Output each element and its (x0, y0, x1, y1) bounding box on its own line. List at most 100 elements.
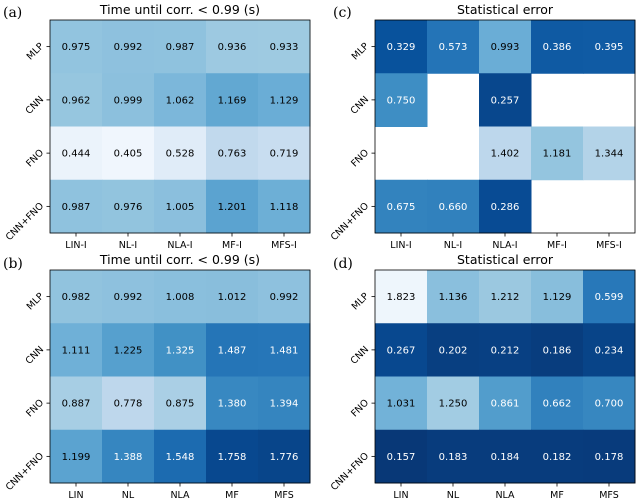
y-tick-label: MLP (350, 291, 372, 313)
heatmap-cell (154, 270, 207, 324)
heatmap-cell (427, 270, 480, 324)
heatmap-panel-3: (d) Statistical error 1.823 1.136 1.212 1.129… (329, 252, 636, 500)
heatmap-cell (206, 270, 259, 324)
cell-value-label: 0.184 (491, 452, 520, 463)
heatmap-cell (427, 323, 480, 377)
cell-value-label: 0.599 (595, 292, 624, 303)
cell-value-label: 0.329 (387, 42, 416, 53)
heatmap-cell (479, 179, 532, 234)
cell-value-label: 1.111 (62, 345, 91, 356)
x-tick-label: MFS-I (271, 240, 297, 251)
heatmap-cell (375, 73, 428, 127)
cell-value-label: 1.136 (439, 292, 468, 303)
x-tick-label: LIN (393, 490, 408, 500)
cell-value-label: 0.178 (595, 452, 624, 463)
heatmap-cell (102, 20, 155, 74)
heatmap-cell (102, 179, 155, 234)
x-tick-label: NLA-I (167, 240, 192, 251)
cell-value-label: 0.267 (387, 345, 416, 356)
cell-value-label: 0.186 (543, 345, 572, 356)
cell-value-label: 0.395 (595, 42, 624, 53)
heatmap-cell (583, 323, 636, 377)
heatmap-cell (583, 20, 636, 74)
heatmap-cell (206, 323, 259, 377)
heatmap-cell (583, 126, 636, 181)
cell-value-label: 0.202 (439, 345, 468, 356)
heatmap-cell (102, 126, 155, 181)
cell-value-label: 0.700 (595, 399, 624, 410)
x-tick-label: NL (122, 490, 135, 500)
cell-value-label: 1.548 (166, 452, 195, 463)
cell-value-label: 0.962 (62, 95, 91, 106)
heatmap-cell (258, 73, 311, 127)
y-tick-label: FNO (24, 147, 46, 169)
y-tick-label: FNO (349, 147, 371, 169)
panel-title: Time until corr. < 0.99 (s) (99, 252, 260, 267)
y-tick-label: MLP (25, 291, 47, 313)
y-tick-label: CNN (24, 344, 47, 367)
heatmap-cell (50, 179, 103, 234)
cell-value-label: 1.201 (218, 202, 247, 213)
heatmap-cell (154, 376, 207, 431)
cell-value-label: 0.976 (114, 202, 143, 213)
cell-value-label: 1.325 (166, 345, 195, 356)
cell-value-label: 0.386 (543, 42, 572, 53)
cell-value-label: 1.199 (62, 452, 91, 463)
x-tick-label: NLA (495, 490, 515, 500)
panel-title: Time until corr. < 0.99 (s) (99, 2, 260, 17)
cell-value-label: 0.933 (270, 42, 299, 53)
x-tick-label: LIN-I (65, 240, 86, 251)
y-tick-label: FNO (24, 397, 46, 419)
heatmap-cell (531, 376, 584, 431)
panel-letter: (b) (3, 256, 23, 272)
heatmap-cell (531, 20, 584, 74)
x-tick-label: MF-I (222, 240, 242, 251)
heatmap-cell (102, 323, 155, 377)
y-tick-label: CNN+FNO (329, 451, 371, 493)
heatmap-cell (50, 73, 103, 127)
x-tick-label: NLA-I (492, 240, 517, 251)
panel-letter: (c) (333, 5, 352, 21)
x-tick-label: LIN-I (390, 240, 411, 251)
heatmap-cell (50, 323, 103, 377)
cell-value-label: 1.758 (218, 452, 247, 463)
cell-value-label: 1.169 (218, 95, 247, 106)
cell-value-label: 1.012 (218, 292, 247, 303)
cell-value-label: 1.487 (218, 345, 247, 356)
cell-value-label: 0.993 (491, 42, 520, 53)
heatmap-cell (583, 429, 636, 484)
heatmap-cell (154, 73, 207, 127)
cell-value-label: 0.992 (114, 292, 143, 303)
x-tick-label: NL-I (119, 240, 137, 251)
cell-value-label: 0.528 (166, 149, 195, 160)
heatmap-cell (427, 429, 480, 484)
heatmap-cell (154, 179, 207, 234)
heatmap-cell (427, 20, 480, 74)
heatmap-cell (154, 429, 207, 484)
cell-value-label: 0.183 (439, 452, 468, 463)
x-tick-label: MF (225, 490, 239, 500)
heatmap-cell (375, 20, 428, 74)
heatmap-cell (258, 376, 311, 431)
cell-value-label: 0.763 (218, 149, 247, 160)
cell-value-label: 0.982 (62, 292, 91, 303)
cell-value-label: 1.481 (270, 345, 299, 356)
cell-value-label: 0.257 (491, 95, 520, 106)
cell-value-label: 0.719 (270, 149, 299, 160)
heatmap-panel-0: (a) Time until corr. < 0.99 (s) 0.975 0.992… (3, 2, 311, 251)
heatmap-cell (258, 270, 311, 324)
heatmap-cell (206, 73, 259, 127)
heatmap-cell (50, 376, 103, 431)
cell-value-label: 1.129 (270, 95, 299, 106)
panel-title: Statistical error (457, 2, 554, 17)
x-tick-label: MFS (274, 490, 294, 500)
heatmap-cell (375, 376, 428, 431)
x-tick-label: NL (447, 490, 460, 500)
panel-letter: (a) (3, 5, 22, 21)
heatmap-cell (583, 376, 636, 431)
x-tick-label: LIN (68, 490, 83, 500)
x-tick-label: MF-I (547, 240, 567, 251)
heatmap-cell (427, 179, 480, 234)
y-tick-label: MLP (25, 41, 47, 63)
cell-value-label: 0.675 (387, 202, 416, 213)
